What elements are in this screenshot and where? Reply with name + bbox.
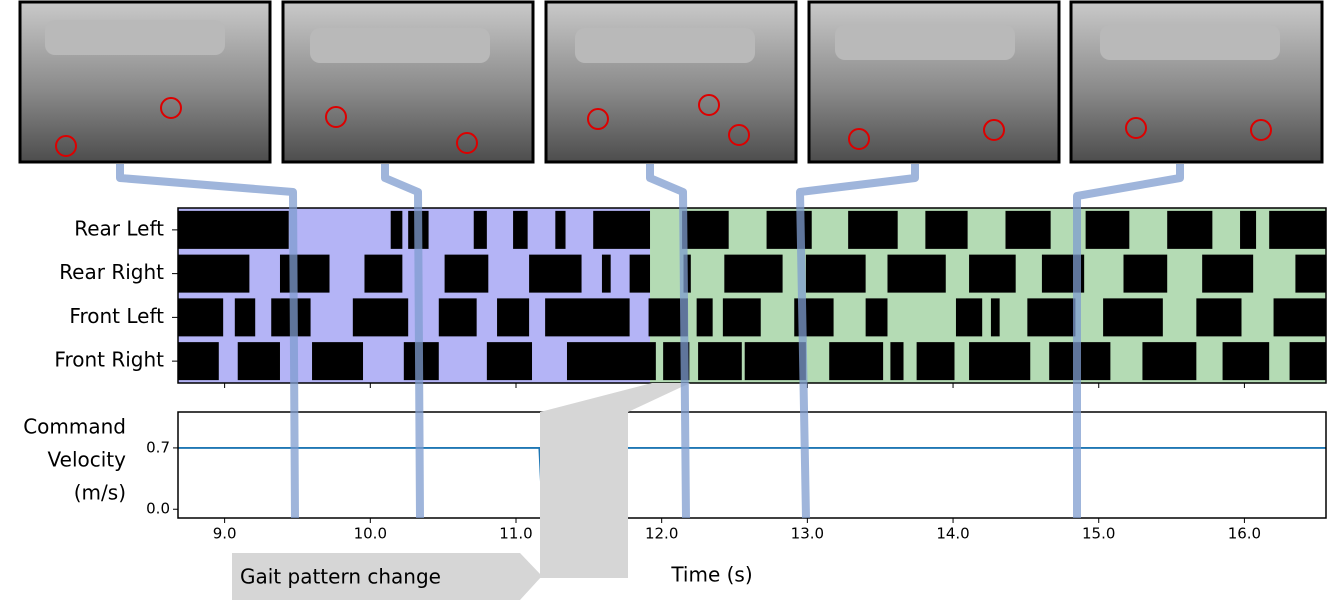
contact-bar [1123,255,1167,293]
contact-bar [312,342,363,380]
x-tick-label: 9.0 [213,525,237,543]
contact-bar [630,255,650,293]
annotation: Gait pattern change [240,565,441,589]
contact-bar [545,298,629,336]
contact-bar [890,342,903,380]
contact-bar [723,298,761,336]
x-tick-label: 12.0 [645,525,678,543]
contact-bar [1223,342,1270,380]
contact-bar [698,342,742,380]
contact-bar [567,342,656,380]
x-tick-label: 13.0 [791,525,824,543]
x-axis-title: Time (s) [670,563,752,587]
gait-panel: Rear Left Rear Right Front Left Front Right [54,208,1326,388]
contact-bar [391,211,403,249]
contact-bar [280,255,330,293]
y-tick-label: 0.7 [146,438,170,456]
contact-bar [956,298,982,336]
contact-bar [513,211,528,249]
contact-bar [969,255,1016,293]
contact-bar [1086,211,1130,249]
contact-bar [593,211,650,249]
row-label: Front Right [54,348,164,372]
row-label: Rear Right [59,260,164,284]
contact-bar [1103,298,1163,336]
x-tick-label: 14.0 [936,525,969,543]
page: {"chart_data": [ {"type": "gait", "categ… [0,0,1336,600]
x-tick-label: 11.0 [499,525,532,543]
figure: Rear Left Rear Right Front Left Front Right… [0,0,1336,600]
contact-bar [848,211,898,249]
contact-bar [364,255,402,293]
contact-bar [806,255,866,293]
contact-bar [353,298,408,336]
contact-bar [866,298,888,336]
contact-bar [178,255,249,293]
contact-bar [1240,211,1256,249]
photo [546,2,796,162]
contact-bar [917,342,955,380]
y-axis-title: Velocity [48,448,127,472]
contact-bar [1290,342,1326,380]
photo [1071,2,1322,162]
contact-bar [178,298,223,336]
y-axis-title: Command [23,415,126,439]
x-tick-label: 10.0 [354,525,387,543]
row-label: Rear Left [74,216,164,240]
contact-bar [1202,255,1253,293]
x-tick-label: 16.0 [1228,525,1261,543]
contact-bar [445,255,489,293]
contact-bar [887,255,945,293]
contact-bar [969,342,1030,380]
contact-bar [697,298,713,336]
photo-strip [20,2,1322,162]
y-axis-title: (m/s) [74,481,126,505]
photo [283,2,533,162]
y-tick-label: 0.0 [146,500,170,518]
contact-bar [1196,298,1241,336]
contact-bar [178,342,219,380]
photo [20,2,270,162]
x-tick-label: 15.0 [1082,525,1115,543]
contact-bar [474,211,487,249]
contact-bar [497,298,529,336]
row-label: Front Left [69,304,164,328]
contact-bar [991,298,1000,336]
velocity-panel: Command Velocity (m/s) 0.0 0.7 9.0 10.0 11.0 12.… [23,412,1326,543]
contact-bar [487,342,532,380]
photo [809,2,1059,162]
contact-bar [1005,211,1050,249]
contact-bar [602,255,611,293]
contact-bar [178,211,289,249]
contact-bar [767,211,812,249]
contact-bar [439,298,477,336]
contact-bar [1142,342,1196,380]
contact-bar [529,255,581,293]
contact-bar [724,255,782,293]
contact-bar [745,342,806,380]
plot-background [178,412,1326,518]
contact-bar [1167,211,1212,249]
contact-bar [235,298,255,336]
contact-bar [682,211,729,249]
contact-bar [238,342,280,380]
contact-bar [829,342,883,380]
contact-bar [1295,255,1326,293]
contact-bar [1027,298,1075,336]
contact-bar [1274,298,1326,336]
contact-bar [1269,211,1326,249]
contact-bar [925,211,967,249]
contact-bar [555,211,565,249]
